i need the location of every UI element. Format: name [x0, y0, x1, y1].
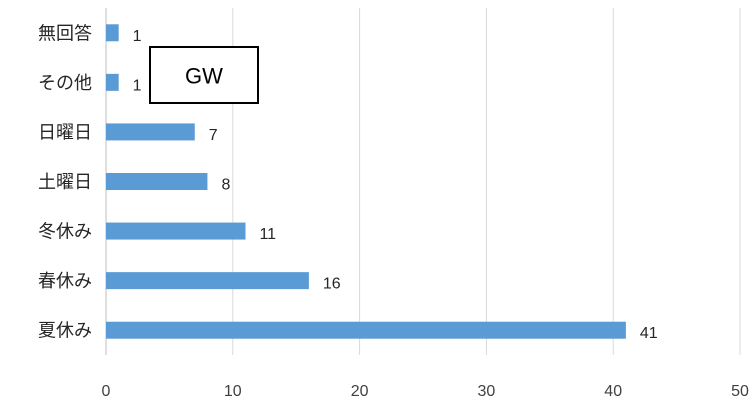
bar-5 — [106, 272, 309, 290]
category-label-5: 春休み — [38, 271, 92, 292]
category-label-2: 日曜日 — [38, 122, 92, 143]
bar-2 — [106, 123, 195, 141]
data-label-2: 7 — [209, 127, 218, 144]
bar-0 — [106, 24, 119, 42]
data-label-0: 1 — [133, 28, 142, 45]
category-label-6: 夏休み — [38, 321, 92, 342]
bar-4 — [106, 222, 246, 240]
x-tick-label-2: 20 — [351, 383, 369, 400]
x-tick-labels: 0 10 20 30 40 50 — [102, 383, 749, 400]
data-label-4: 11 — [259, 226, 276, 243]
annotation-box: GW — [149, 46, 259, 104]
x-tick-label-4: 40 — [604, 383, 622, 400]
bars — [106, 24, 626, 339]
annotation-text: GW — [185, 64, 223, 89]
bar-3 — [106, 173, 208, 190]
data-label-1: 1 — [133, 77, 142, 94]
data-label-3: 8 — [221, 177, 230, 194]
x-tick-label-0: 0 — [102, 383, 111, 400]
category-label-1: その他 — [38, 73, 92, 94]
data-label-6: 41 — [640, 325, 658, 342]
annotation-rect — [149, 46, 259, 104]
data-label-5: 16 — [323, 276, 341, 293]
category-label-3: 土曜日 — [38, 172, 92, 193]
gridlines — [232, 8, 741, 355]
category-label-4: 冬休み — [38, 222, 92, 243]
bar-1 — [106, 73, 119, 91]
category-label-0: 無回答 — [38, 23, 92, 44]
x-tick-label-3: 30 — [478, 383, 496, 400]
x-tick-label-5: 50 — [731, 383, 749, 400]
bar-6 — [106, 321, 626, 339]
x-tick-label-1: 10 — [224, 383, 242, 400]
